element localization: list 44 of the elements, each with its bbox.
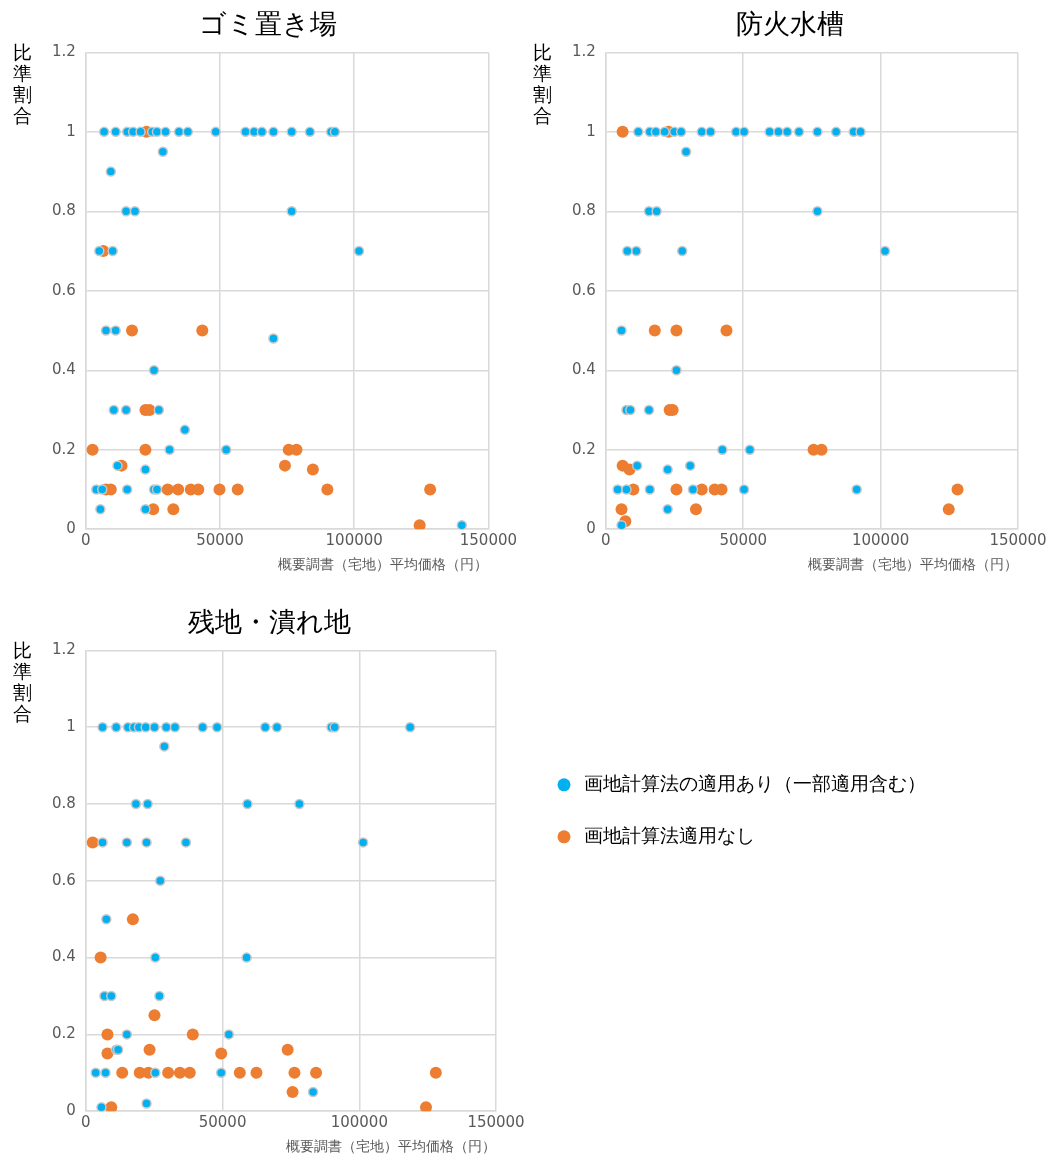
y-tick-label: 0.2 [52, 439, 76, 458]
x-tick-label: 0 [81, 1113, 91, 1132]
y-tick-label: 0.8 [572, 201, 596, 220]
chart-title: ゴミ置き場 [199, 8, 337, 40]
y-tick-label: 0.8 [52, 793, 76, 812]
y-tick-label: 1 [66, 121, 76, 140]
x-tick-label: 100000 [851, 531, 910, 550]
x-tick-label: 50000 [198, 1113, 247, 1132]
y-tick-label: 1 [66, 717, 76, 736]
y-tick-label: 0.6 [52, 280, 76, 299]
y-tick-label: 0.6 [572, 280, 596, 299]
x-axis-title: 概要調書（宅地）平均価格（円） [286, 1138, 496, 1155]
y-tick-label: 0.2 [572, 439, 596, 458]
y-tick-label: 1.2 [572, 42, 596, 61]
chart-title: 残地・潰れ地 [187, 606, 351, 638]
y-tick-label: 0.6 [52, 870, 76, 889]
y-axis-title: 比準割合 [12, 638, 32, 724]
y-tick-label: 0.4 [52, 947, 76, 966]
chart-title: 防火水槽 [736, 8, 844, 40]
y-tick-label: 1 [586, 121, 596, 140]
y-tick-label: 0.2 [52, 1024, 76, 1043]
y-axis-title: 比準割合 [532, 40, 552, 126]
y-tick-label: 1.2 [52, 42, 76, 61]
x-tick-label: 150000 [459, 531, 517, 550]
x-tick-label: 100000 [330, 1113, 388, 1132]
legend-label: 画地計算法適用なし [584, 823, 755, 846]
x-axis-title: 概要調書（宅地）平均価格（円） [278, 556, 489, 573]
legend-label: 画地計算法の適用あり（一部適用含む） [584, 771, 926, 794]
y-tick-label: 0 [66, 1101, 76, 1120]
y-tick-label: 0 [586, 519, 596, 538]
y-tick-label: 1.2 [52, 640, 76, 659]
x-tick-label: 0 [81, 531, 91, 550]
x-tick-label: 50000 [719, 531, 768, 550]
x-axis-title: 概要調書（宅地）平均価格（円） [808, 556, 1018, 573]
y-tick-label: 0.4 [572, 360, 596, 379]
x-tick-label: 50000 [196, 531, 244, 550]
x-tick-label: 100000 [325, 531, 383, 550]
x-tick-label: 150000 [989, 531, 1047, 550]
y-tick-label: 0 [66, 519, 76, 538]
y-axis-title: 比準割合 [12, 40, 32, 126]
x-tick-label: 0 [601, 531, 611, 550]
y-tick-label: 0.8 [52, 201, 76, 220]
y-tick-label: 0.4 [52, 360, 76, 379]
x-tick-label: 150000 [467, 1113, 525, 1132]
